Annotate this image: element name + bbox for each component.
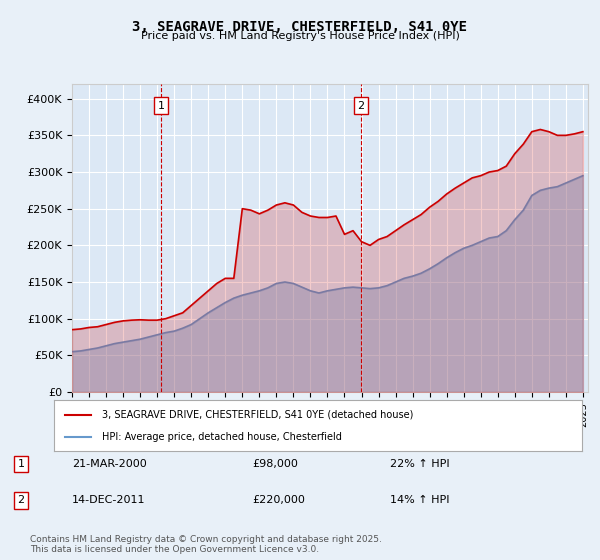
Text: 3, SEAGRAVE DRIVE, CHESTERFIELD, S41 0YE: 3, SEAGRAVE DRIVE, CHESTERFIELD, S41 0YE — [133, 20, 467, 34]
Text: 21-MAR-2000: 21-MAR-2000 — [72, 459, 147, 469]
Text: £220,000: £220,000 — [252, 496, 305, 506]
Text: 14-DEC-2011: 14-DEC-2011 — [72, 496, 146, 506]
Text: 1: 1 — [157, 101, 164, 110]
Text: Contains HM Land Registry data © Crown copyright and database right 2025.
This d: Contains HM Land Registry data © Crown c… — [30, 535, 382, 554]
Text: 3, SEAGRAVE DRIVE, CHESTERFIELD, S41 0YE (detached house): 3, SEAGRAVE DRIVE, CHESTERFIELD, S41 0YE… — [101, 409, 413, 419]
Text: 2: 2 — [357, 101, 364, 110]
Text: 1: 1 — [17, 459, 25, 469]
Text: 22% ↑ HPI: 22% ↑ HPI — [390, 459, 449, 469]
Text: £98,000: £98,000 — [252, 459, 298, 469]
Text: Price paid vs. HM Land Registry's House Price Index (HPI): Price paid vs. HM Land Registry's House … — [140, 31, 460, 41]
Text: 2: 2 — [17, 496, 25, 506]
Text: HPI: Average price, detached house, Chesterfield: HPI: Average price, detached house, Ches… — [101, 432, 341, 442]
Text: 14% ↑ HPI: 14% ↑ HPI — [390, 496, 449, 506]
